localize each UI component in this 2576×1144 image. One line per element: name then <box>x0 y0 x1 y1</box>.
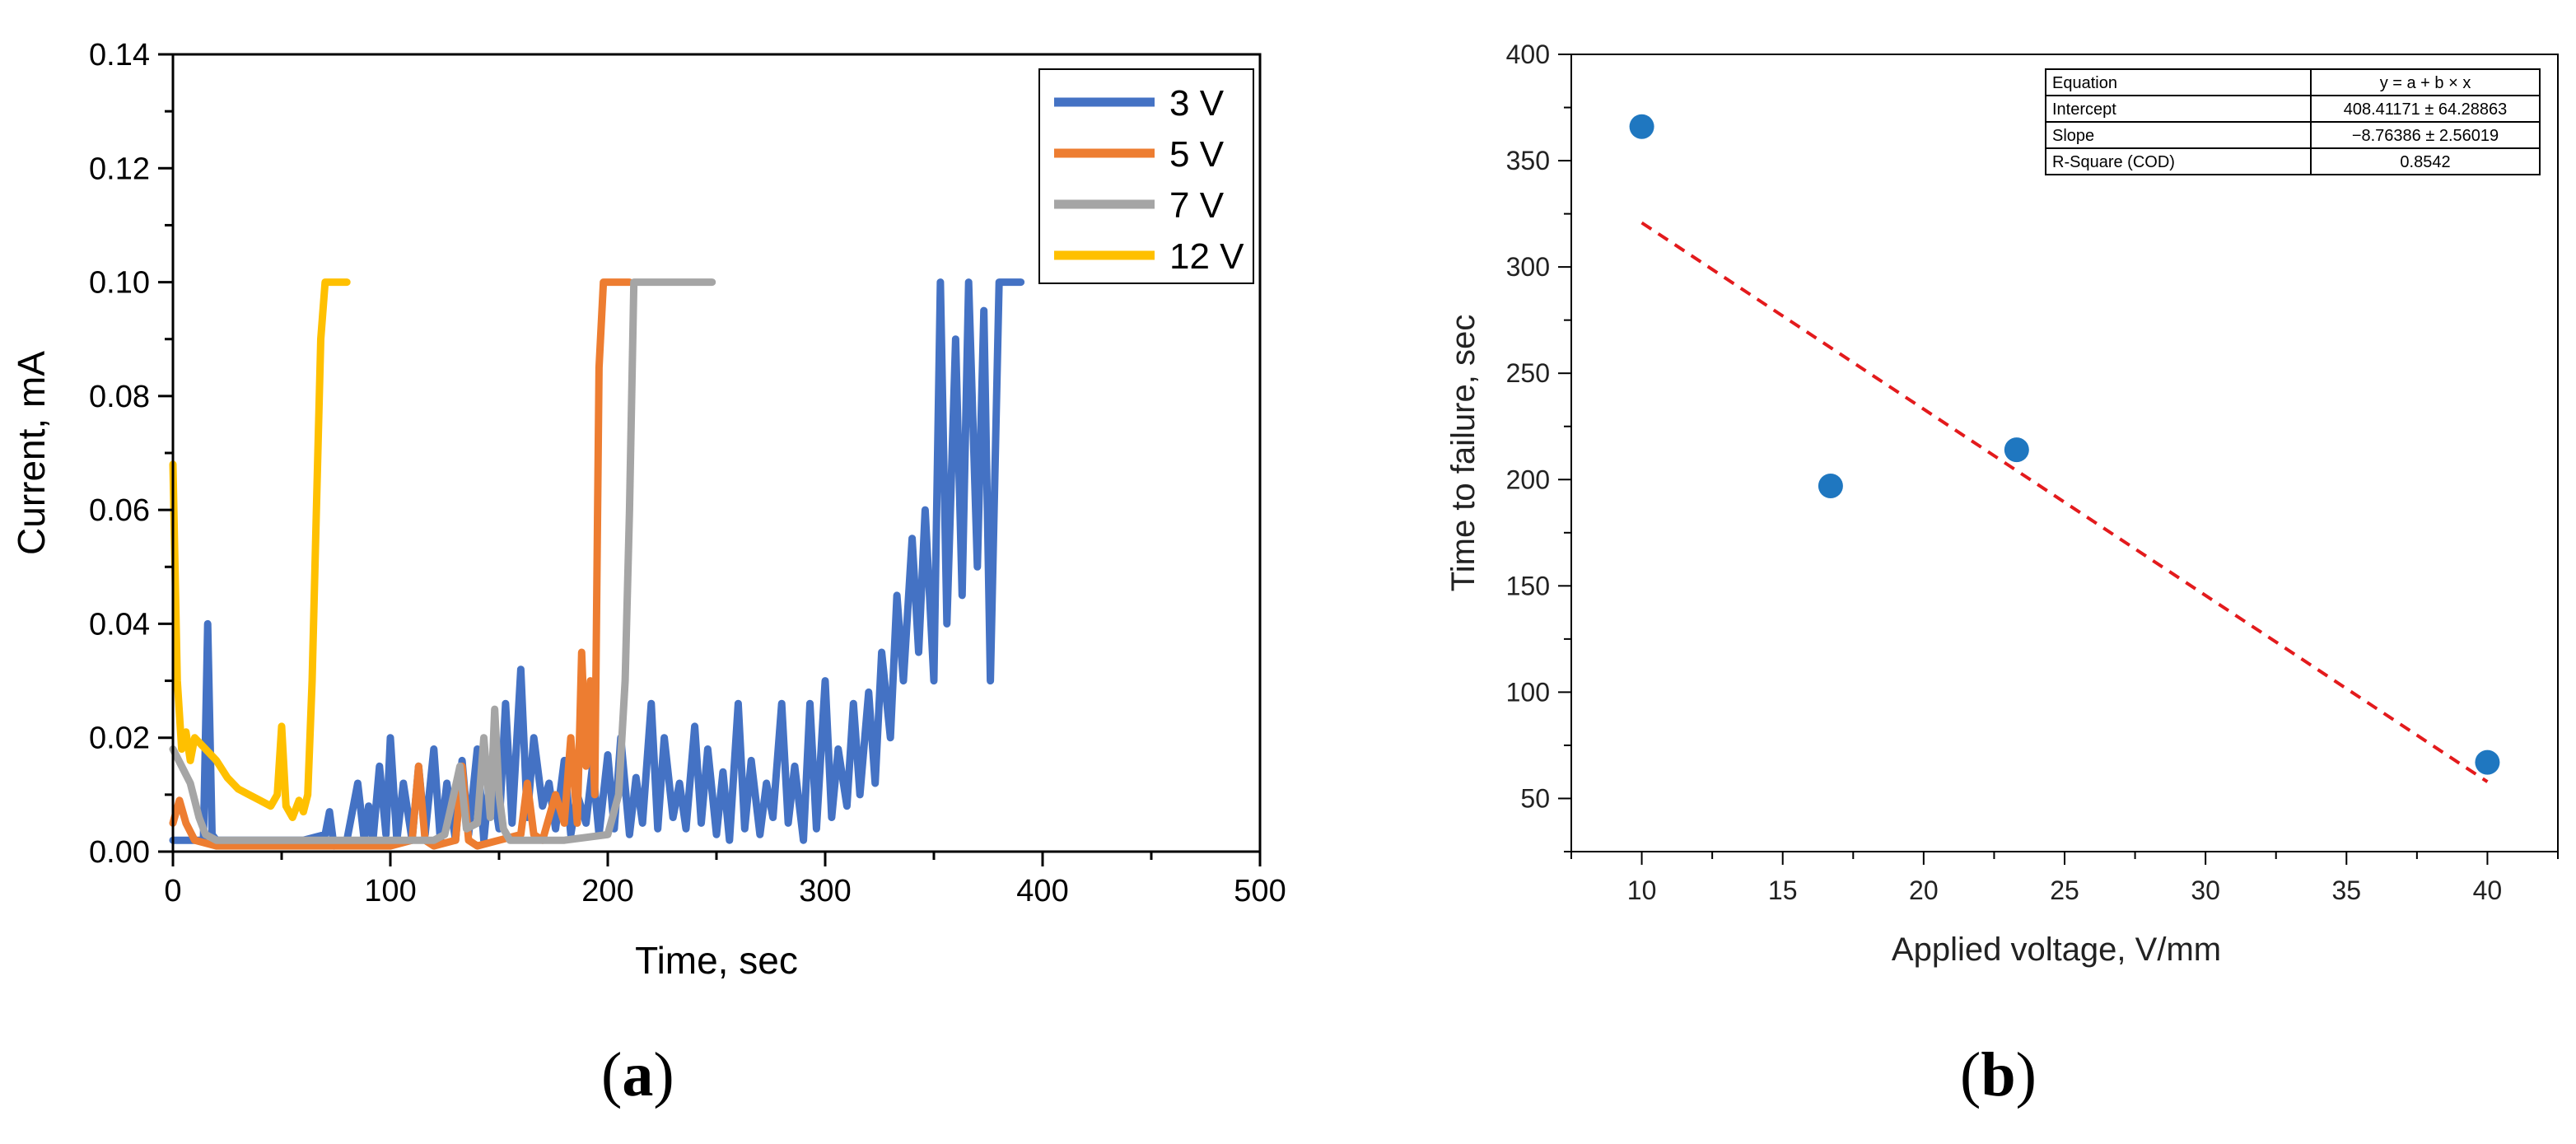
y-tick-label: 0.08 <box>89 380 150 414</box>
x-tick-label: 40 <box>2473 876 2503 905</box>
x-tick-label: 10 <box>1627 876 1657 905</box>
series-line-12v <box>169 278 351 821</box>
y-tick-label: 200 <box>1506 465 1550 494</box>
legend-label: 7 V <box>1169 185 1225 226</box>
fit-table-value: −8.76386 ± 2.56019 <box>2352 127 2499 145</box>
fit-table-cell <box>2045 95 2312 123</box>
panel-b-chart: 10 15 20 25 30 35 40 50 100 150 200 250 300 350 400 App… <box>1445 40 2559 968</box>
panel-a-chart: 0 100 200 300 400 500 0.00 0.02 0.04 0.06 0.08 0.10… <box>10 38 1286 982</box>
fit-table-cell <box>2310 121 2541 149</box>
y-tick-label: 350 <box>1506 146 1550 175</box>
legend-label: 3 V <box>1169 83 1225 124</box>
y-axis-label: Time to failure, sec <box>1445 315 1482 591</box>
legend-label: 12 V <box>1169 236 1244 277</box>
fit-table-cell <box>2310 95 2541 123</box>
x-tick-label: 0 <box>164 874 181 908</box>
series-line-7v <box>169 278 716 844</box>
data-point <box>1818 474 1843 499</box>
x-tick-label: 15 <box>1768 876 1798 905</box>
y-tick-label: 150 <box>1506 571 1550 600</box>
data-point <box>1629 114 1654 139</box>
y-axis-label: Current, mA <box>10 351 53 555</box>
fit-table-cell <box>2045 121 2312 149</box>
fit-table-key: Slope <box>2052 127 2094 145</box>
x-tick-label: 300 <box>799 874 851 908</box>
series-line-5v <box>169 278 633 850</box>
y-tick-label: 100 <box>1506 677 1550 707</box>
x-tick-label: 100 <box>364 874 416 908</box>
x-tick-label: 30 <box>2191 876 2220 905</box>
y-tick-label: 0.10 <box>89 266 150 301</box>
fit-table-cell <box>2310 147 2541 175</box>
fit-table-cell <box>2045 147 2312 175</box>
fit-line <box>1640 221 2489 783</box>
y-tick-label: 0.14 <box>89 38 150 72</box>
y-tick-label: 0.00 <box>89 835 150 870</box>
y-tick-label: 250 <box>1506 358 1550 388</box>
series-line-3v <box>169 278 1025 850</box>
x-axis-label: Time, sec <box>635 939 798 982</box>
y-tick-label: 0.06 <box>89 493 150 528</box>
fit-table-value: 0.8542 <box>2400 153 2450 171</box>
data-point <box>2004 437 2029 463</box>
y-tick-label: 0.12 <box>89 152 150 186</box>
y-tick-label: 400 <box>1506 40 1550 69</box>
y-tick-label: 50 <box>1520 783 1550 813</box>
x-tick-label: 500 <box>1234 874 1286 908</box>
x-tick-label: 20 <box>1909 876 1939 905</box>
fit-table-value: 408.41171 ± 64.28863 <box>2344 100 2508 119</box>
fit-table-key: Equation <box>2052 74 2117 92</box>
x-tick-label: 25 <box>2050 876 2079 905</box>
panel-a-label: (a) <box>601 1040 674 1109</box>
legend-label: 5 V <box>1169 134 1225 175</box>
y-tick-label: 0.04 <box>89 607 150 642</box>
fit-table-cell <box>2310 68 2541 96</box>
x-tick-label: 35 <box>2331 876 2361 905</box>
x-tick-label: 200 <box>581 874 633 908</box>
fit-table-key: R-Square (COD) <box>2052 153 2175 171</box>
x-tick-label: 400 <box>1016 874 1068 908</box>
y-tick-label: 0.02 <box>89 721 150 756</box>
x-axis-label: Applied voltage, V/mm <box>1892 932 2221 968</box>
panel-b-label: (b) <box>1960 1040 2037 1109</box>
fit-table-value: y = a + b × x <box>2380 74 2471 92</box>
fit-table-key: Intercept <box>2052 100 2116 119</box>
fit-table-cell <box>2045 68 2312 96</box>
data-point <box>2475 749 2500 775</box>
y-tick-label: 300 <box>1506 252 1550 282</box>
